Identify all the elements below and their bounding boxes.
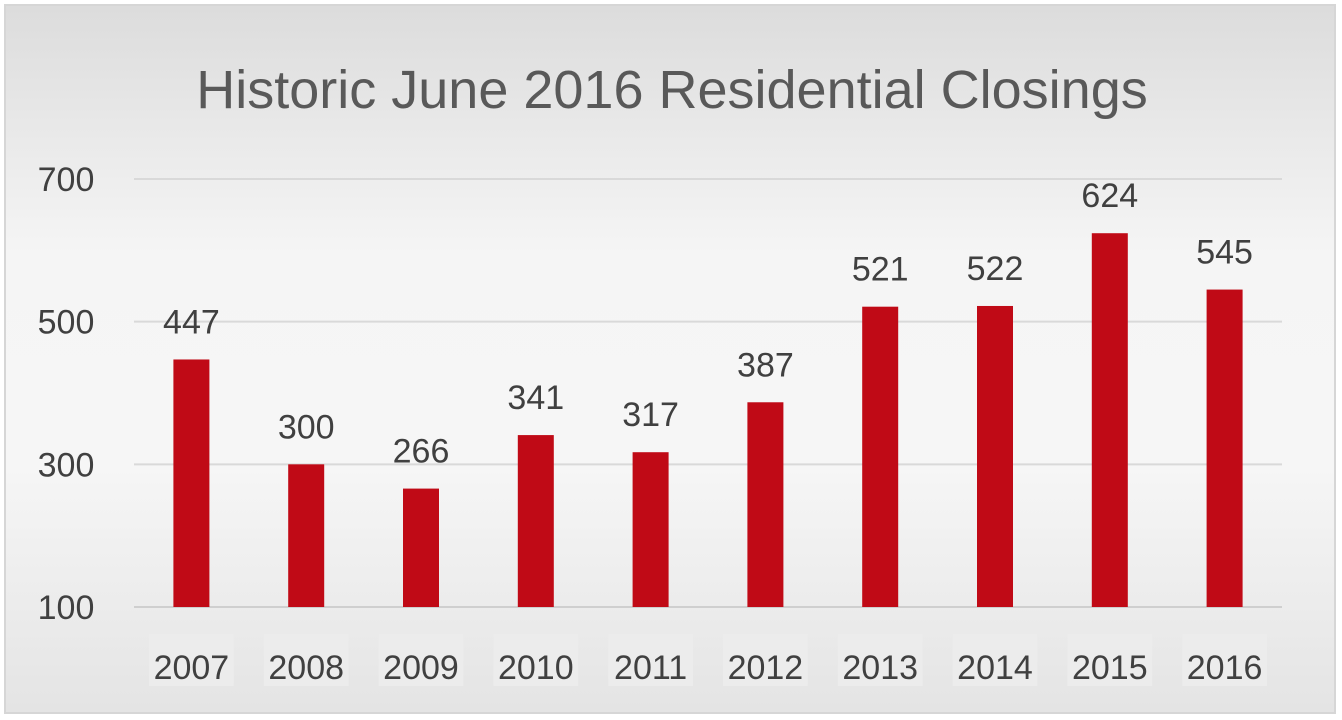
category-band-2015 bbox=[1067, 634, 1153, 686]
bar-chart: Historic June 2016 Residential Closings … bbox=[38, 60, 1282, 687]
data-label-2016: 545 bbox=[1196, 234, 1253, 272]
category-band-2008 bbox=[263, 634, 349, 686]
x-tick-label-2010: 2010 bbox=[498, 649, 574, 687]
y-tick-label-500: 500 bbox=[38, 304, 95, 342]
x-tick-label-2016: 2016 bbox=[1187, 649, 1263, 687]
data-label-2013: 521 bbox=[852, 251, 909, 289]
y-tick-label-700: 700 bbox=[38, 161, 95, 199]
category-band-2012 bbox=[723, 634, 808, 686]
category-band-2011 bbox=[608, 634, 693, 686]
data-label-2011: 317 bbox=[622, 396, 679, 434]
category-band-2014 bbox=[952, 634, 1038, 686]
category-label-bands bbox=[149, 634, 1267, 686]
data-labels: 447 300 266 341 317 387 521 522 624 545 bbox=[163, 177, 1253, 470]
x-tick-label-2015: 2015 bbox=[1072, 649, 1148, 687]
x-tick-label-2007: 2007 bbox=[154, 649, 230, 687]
category-band-2013 bbox=[837, 634, 923, 686]
category-band-2010 bbox=[493, 634, 579, 686]
data-label-2009: 266 bbox=[393, 433, 450, 471]
category-band-2016 bbox=[1182, 634, 1267, 686]
y-tick-label-100: 100 bbox=[38, 589, 95, 627]
bar-2014 bbox=[977, 305, 1013, 607]
x-tick-label-2014: 2014 bbox=[957, 649, 1033, 687]
x-tick-label-2013: 2013 bbox=[842, 649, 918, 687]
x-tick-label-2011: 2011 bbox=[614, 649, 687, 687]
x-tick-label-2012: 2012 bbox=[728, 649, 804, 687]
data-label-2015: 624 bbox=[1081, 177, 1138, 215]
bar-2011 bbox=[632, 452, 669, 607]
data-label-2010: 341 bbox=[507, 379, 564, 417]
gridlines bbox=[134, 178, 1282, 608]
data-label-2012: 387 bbox=[737, 346, 794, 384]
category-band-2009 bbox=[378, 634, 464, 686]
data-label-2008: 300 bbox=[278, 408, 335, 446]
y-tick-label-300: 300 bbox=[38, 446, 95, 484]
bar-2010 bbox=[517, 435, 554, 607]
bar-2015 bbox=[1091, 233, 1128, 608]
data-label-2014: 522 bbox=[967, 250, 1024, 288]
bar-2012 bbox=[747, 402, 784, 607]
y-axis-tick-labels: 100 300 500 700 bbox=[38, 161, 95, 627]
x-axis-category-labels: 2007 2008 2009 2010 2011 2012 2013 2014 2015 2016 bbox=[154, 649, 1263, 687]
category-band-2007 bbox=[149, 634, 234, 686]
chart-frame: Historic June 2016 Residential Closings … bbox=[4, 4, 1336, 714]
bar-2009 bbox=[403, 488, 439, 607]
bar-2016 bbox=[1206, 289, 1243, 607]
bars bbox=[173, 233, 1243, 608]
bar-2013 bbox=[862, 306, 899, 607]
x-tick-label-2008: 2008 bbox=[268, 649, 344, 687]
x-tick-label-2009: 2009 bbox=[383, 649, 459, 687]
data-label-2007: 447 bbox=[163, 303, 220, 341]
bar-2007 bbox=[173, 359, 210, 607]
bar-2008 bbox=[288, 464, 325, 607]
chart-title: Historic June 2016 Residential Closings bbox=[196, 60, 1148, 120]
